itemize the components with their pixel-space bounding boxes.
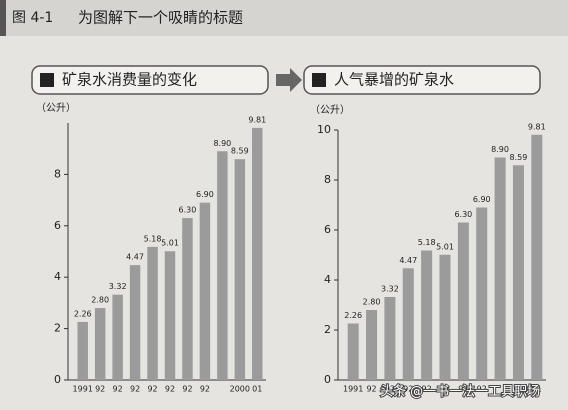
bar [182,218,193,380]
bar [384,297,396,380]
value-label: 8.59 [510,153,528,162]
x-tick-label: 92 [182,385,192,394]
bar [252,127,263,381]
bar [439,254,451,380]
bar [77,321,88,380]
bar [366,310,378,380]
x-tick-label: 01 [252,385,262,394]
value-label: 8.59 [231,147,249,156]
x-tick-label: 92 [385,385,395,394]
value-label: 2.80 [91,296,109,305]
value-label: 6.90 [196,190,214,199]
chart-title: 矿泉水消费量的变化 [62,71,197,89]
y-tick-label: 8 [54,167,61,180]
x-tick-label: 92 [165,385,175,394]
value-label: 5.18 [418,238,436,247]
bar [347,323,359,380]
value-label: 2.26 [344,311,362,320]
header-accent [0,0,6,36]
header-bar [0,0,568,36]
y-tick-label: 2 [54,322,61,335]
y-tick-label: 4 [324,273,331,286]
x-tick-label: 92 [477,385,487,394]
x-tick-label: 92 [440,385,450,394]
header-title: 为图解下一个吸睛的标题 [78,9,243,27]
x-tick-label: 92 [130,385,140,394]
bar [164,251,176,380]
x-tick-label: 92 [95,385,105,394]
title-box [303,65,541,95]
bar [476,207,488,380]
value-label: 3.32 [381,285,399,294]
bar [421,250,433,380]
title-square [40,73,54,87]
value-label: 3.32 [109,282,127,291]
value-label: 4.47 [399,256,417,265]
x-tick-label: 2000 [508,385,528,394]
arrow [276,68,302,92]
watermark: 头条 @一书一法一工具职场 [380,384,540,400]
value-label: 2.26 [74,309,92,318]
bar [129,265,141,380]
x-tick-label: 92 [422,385,432,394]
y-tick-label: 0 [54,373,61,386]
bar [217,151,228,380]
x-tick-label: 01 [532,385,542,394]
x-tick-label: 92 [200,385,210,394]
charts: 0 2 4 6 8 1991 2.26 92 2.80 92 3.32 92 4.47 92 5.18 92 5… [54,115,546,394]
y-tick-label: 2 [324,323,331,336]
y-tick-label: 6 [54,219,61,232]
y-tick-label: 0 [324,373,331,386]
bar [512,165,524,380]
y-axis-label: （公升） [36,102,76,114]
bar [199,202,211,380]
bar [147,246,158,380]
value-label: 9.81 [528,122,546,131]
value-label: 9.81 [248,115,266,124]
value-label: 8.90 [491,145,509,154]
x-tick-label: 92 [366,385,376,394]
value-label: 5.01 [436,242,454,251]
bar [531,134,543,380]
value-label: 8.90 [213,139,231,148]
bar [94,308,106,380]
y-axis-label: （公升） [310,104,350,116]
bar [457,222,469,380]
chart-title: 人气暴增的矿泉水 [334,71,454,89]
bar [234,159,246,380]
x-tick-label: 92 [403,385,413,394]
x-tick-label: 92 [113,385,123,394]
value-label: 5.18 [144,234,162,243]
x-tick-label: 1991 [73,385,93,394]
value-label: 6.90 [473,195,491,204]
value-label: 5.01 [161,239,179,248]
value-label: 4.47 [126,253,144,262]
figure-number: 图 4-1 [12,10,53,26]
y-tick-label: 10 [317,123,331,136]
value-label: 6.30 [179,206,197,215]
bar [494,157,506,380]
title-box [31,65,269,95]
bar [402,268,414,380]
bar [112,294,123,380]
x-tick-label: 92 [147,385,157,394]
value-label: 2.80 [363,298,381,307]
x-tick-label: 1991 [343,385,363,394]
x-tick-label: 92 [458,385,468,394]
value-label: 6.30 [454,210,472,219]
y-tick-label: 8 [324,173,331,186]
x-tick-label: 2000 [230,385,250,394]
title-square [312,73,326,87]
y-tick-label: 6 [324,223,331,236]
y-tick-label: 4 [54,270,61,283]
